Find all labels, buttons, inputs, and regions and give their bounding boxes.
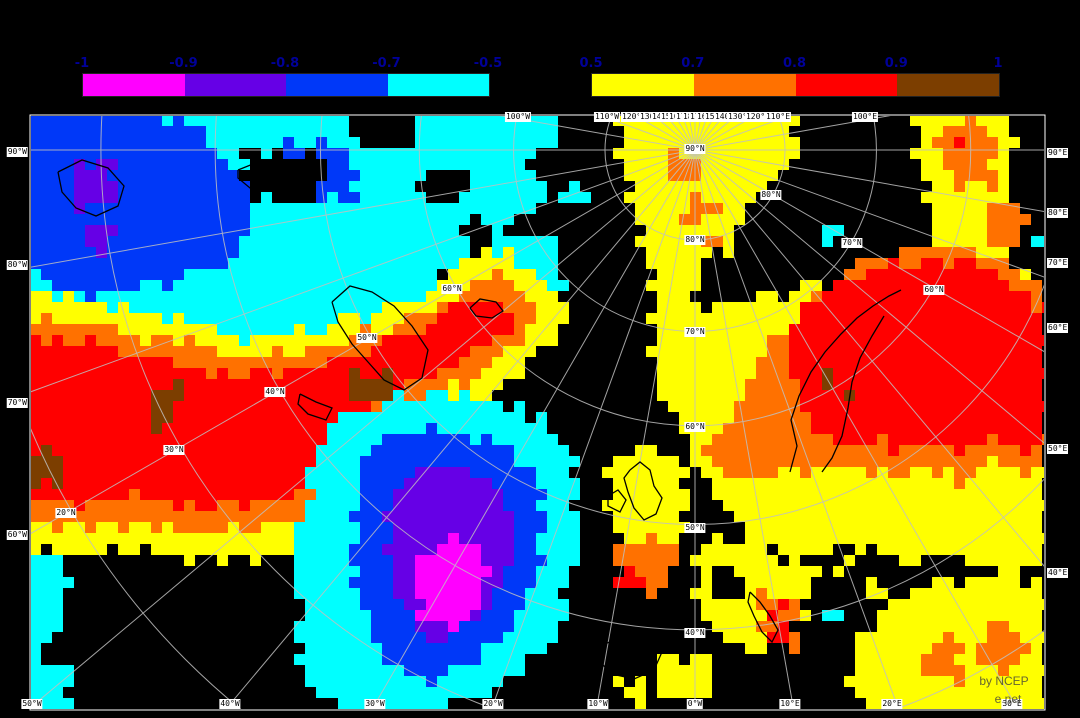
colorbar-tick-label: 0.7 (681, 56, 705, 71)
edge-label-top: 110°E (764, 112, 792, 122)
coastline (821, 315, 885, 473)
meridian-line (31, 149, 696, 708)
edge-label-right: 90°E (1047, 148, 1069, 158)
coastline (237, 161, 277, 189)
edge-label-right: 70°E (1047, 258, 1069, 268)
meridian-line (694, 149, 1019, 709)
meridian-line (694, 149, 1044, 444)
coastline (597, 637, 663, 680)
meridian-line (694, 149, 1044, 278)
coastline (297, 393, 333, 421)
colorbar-tick-label: -0.9 (169, 56, 198, 71)
colorbar-tick-label: -0.7 (372, 56, 401, 71)
latitude-label: 40°N (684, 628, 706, 638)
meridian-line (694, 149, 1044, 353)
colorbar-segment-yellow (592, 74, 694, 96)
edge-label-top: 130°E (726, 112, 754, 122)
edge-label-bottom: 50°W (21, 699, 43, 709)
colorbar-tick-label: 0.5 (579, 56, 603, 71)
colorbar-tick-label: -0.5 (473, 56, 503, 71)
edge-label-bottom: 20°E (881, 699, 903, 709)
latitude-label: 80°N (684, 235, 706, 245)
watermark-ncep: by NCEP (979, 674, 1029, 688)
colorbar-tick-label: 0.8 (782, 56, 807, 71)
meridian-line (694, 149, 899, 709)
meridian-line (371, 149, 696, 709)
meridian-line (694, 149, 1044, 213)
colorbar-segment-blue (286, 74, 388, 96)
edge-label-bottom: 0°W (686, 699, 704, 709)
coastline (607, 489, 627, 513)
latitude-label: 60°N (441, 284, 463, 294)
latitude-label: 40°N (264, 387, 286, 397)
colorbar-positive (591, 73, 1000, 97)
coastline (469, 298, 504, 319)
colorbar-tick-label: -1 (74, 56, 90, 71)
edge-label-bottom: 10°E (779, 699, 801, 709)
colorbar-segment-cyan (387, 74, 489, 96)
edge-label-right: 40°E (1047, 568, 1069, 578)
latitude-label: 30°N (163, 445, 185, 455)
coastline (623, 461, 663, 521)
edge-label-right: 60°E (1047, 323, 1069, 333)
meridian-line (694, 149, 1044, 567)
edge-label-top: 120°W (620, 112, 648, 122)
edge-label-top: 100°E (851, 112, 879, 122)
colorbar-segment-purple (184, 74, 286, 96)
map-border (29, 114, 1046, 711)
coastlines (57, 159, 902, 680)
edge-label-left: 60°W (6, 530, 28, 540)
coastline (281, 175, 309, 201)
edge-label-bottom: 30°E (1001, 699, 1023, 709)
edge-label-top: 100°W (504, 112, 532, 122)
latitude-label: 80°N (760, 190, 782, 200)
edge-label-left: 70°W (6, 398, 28, 408)
meridian-line (31, 149, 696, 534)
edge-label-bottom: 10°W (587, 699, 609, 709)
edge-label-right: 80°E (1047, 208, 1069, 218)
meridian-line (595, 149, 696, 709)
edge-label-bottom: 20°W (482, 699, 504, 709)
colorbar-negative (82, 73, 490, 97)
meridian-line (694, 149, 795, 709)
coastline (747, 591, 779, 644)
colorbar-tick-label: 0.9 (884, 56, 908, 71)
meridian-line (491, 149, 696, 709)
latitude-label: 20°N (55, 508, 77, 518)
edge-label-left: 80°W (6, 260, 28, 270)
latitude-label: 60°N (684, 422, 706, 432)
coastline (789, 289, 902, 473)
latitude-label: 70°N (841, 238, 863, 248)
colorbar-segment-magenta (83, 74, 185, 96)
edge-label-right: 50°E (1047, 444, 1069, 454)
latitude-label: 60°N (923, 285, 945, 295)
colorbar-segment-red (795, 74, 898, 96)
meridian-line (31, 149, 696, 393)
colorbar-tick-label: -0.8 (270, 56, 300, 71)
colorbar-segment-brown (897, 74, 999, 96)
colorbar-tick-label: 1 (993, 56, 1003, 71)
meridian-line (225, 149, 696, 709)
latitude-circle (100, 116, 1044, 709)
edge-label-bottom: 30°W (364, 699, 386, 709)
latitude-label: 50°N (356, 333, 378, 343)
latitude-label: 90°N (684, 144, 706, 154)
edge-label-top: 120°E (744, 112, 772, 122)
edge-label-left: 90°W (6, 147, 28, 157)
latitude-label: 70°N (684, 327, 706, 337)
colorbar-segment-orange (693, 74, 796, 96)
watermark-site: e.net (994, 692, 1022, 706)
meridian-line (31, 149, 696, 268)
coastline (57, 159, 125, 217)
latitude-label: 50°N (684, 523, 706, 533)
edge-label-bottom: 40°W (219, 699, 241, 709)
coastline (331, 285, 429, 391)
edge-label-top: 110°W (593, 112, 621, 122)
